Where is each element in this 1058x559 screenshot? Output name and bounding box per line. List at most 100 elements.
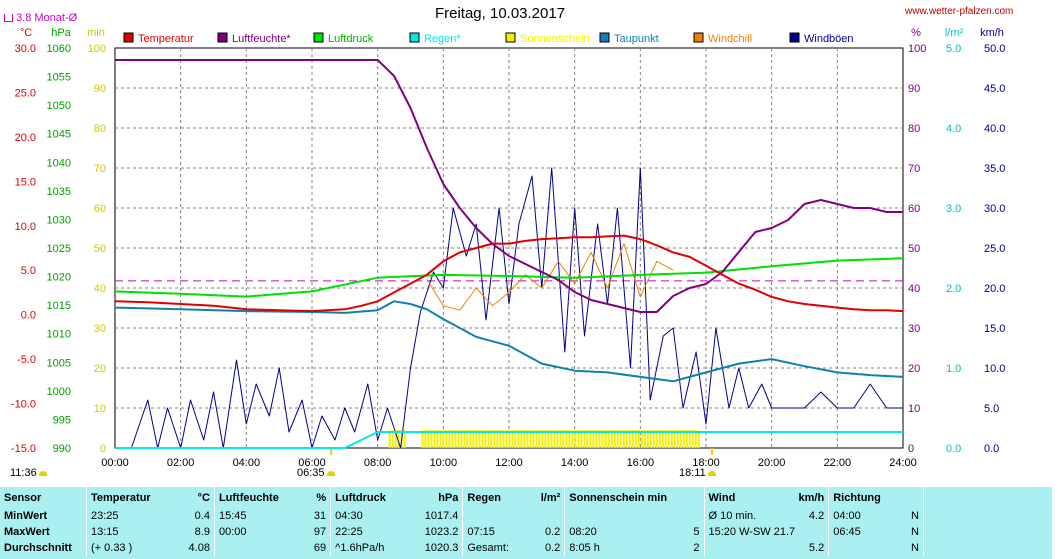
sunshine-bar <box>460 430 463 448</box>
axis-unit-temp: °C <box>20 27 32 39</box>
y-tick-label-temp: 0.0 <box>21 310 36 322</box>
legend-label: Windchill <box>708 33 752 45</box>
temp-value: 8.9 <box>194 526 210 538</box>
y-tick-label-temp: 25.0 <box>15 87 36 99</box>
site-link[interactable]: www.wetter-pfalzen.com <box>905 6 1014 17</box>
sunshine-bar <box>610 430 613 448</box>
y-tick-label-wind: 35.0 <box>984 163 1005 175</box>
hdr-rain: Regen <box>462 487 529 508</box>
y-tick-label-rain: 0.0 <box>946 443 961 455</box>
rain-value: 0.2 <box>544 542 561 554</box>
hdr-hum: Luftfeuchte <box>213 487 304 508</box>
wind-value: 5.2 <box>808 542 825 554</box>
hdr-rain-unit: l/m² <box>540 491 561 504</box>
y-tick-label-wind: 10.0 <box>984 363 1005 375</box>
sunshine-bar <box>391 430 394 448</box>
sunshine-bar <box>430 430 433 448</box>
blank-cell <box>923 508 1052 524</box>
y-tick-label-pressure: 1030 <box>47 214 71 226</box>
y-tick-label-wind: 25.0 <box>984 243 1005 255</box>
y-tick-label-minutes: 10 <box>94 403 106 415</box>
sunshine-bar <box>514 430 517 448</box>
sunshine-bar <box>688 430 691 448</box>
y-tick-label-rain: 3.0 <box>946 203 961 215</box>
series-line-regen <box>115 431 903 449</box>
sunshine-bar <box>523 430 526 448</box>
legend-label: Regen* <box>424 33 461 45</box>
y-tick-label-pressure: 995 <box>53 414 71 426</box>
temp-time: (+ 0.33 ) <box>86 540 176 556</box>
sun-time: 08:20 <box>564 524 667 540</box>
sunshine-bar <box>667 430 670 448</box>
dir-value: N <box>911 510 919 522</box>
sunshine-bar <box>589 430 592 448</box>
dir-time: 04:00 <box>828 508 902 524</box>
sunshine-bar <box>601 430 604 448</box>
sunshine-bar <box>457 430 460 448</box>
sunshine-bar <box>661 430 664 448</box>
sunshine-bar <box>403 430 406 448</box>
sunshine-bar <box>466 430 469 448</box>
sunshine-bar <box>619 430 622 448</box>
axis-unit-minutes: min <box>87 27 105 39</box>
sunshine-bar <box>451 430 454 448</box>
y-tick-label-humidity: 80 <box>908 123 920 135</box>
plot-grid <box>115 48 903 448</box>
hdr-temp: Temperatur <box>86 487 176 508</box>
sunset-label: 18:11 <box>679 467 716 479</box>
x-tick-label: 24:00 <box>889 457 917 469</box>
hum-value: 31 <box>313 510 327 522</box>
sunshine-bar <box>676 430 679 448</box>
sunshine-bar <box>592 430 595 448</box>
sunshine-bar <box>625 430 628 448</box>
legend-swatch <box>217 32 228 43</box>
y-tick-label-rain: 5.0 <box>946 43 961 55</box>
sunshine-bar <box>682 430 685 448</box>
sunshine-bar <box>628 430 631 448</box>
y-tick-label-temp: -5.0 <box>17 354 36 366</box>
sunrise-label: 06:35 <box>297 467 335 479</box>
press-time: 22:25 <box>330 524 408 540</box>
hum-time: 00:00 <box>213 524 304 540</box>
sunshine-bar <box>613 430 616 448</box>
sunshine-bar <box>643 430 646 448</box>
y-tick-label-minutes: 100 <box>88 43 106 55</box>
y-tick-label-pressure: 1005 <box>47 357 71 369</box>
wind-time: 15:20 W-SW 21.7 <box>703 524 829 540</box>
sunshine-bar <box>448 430 451 448</box>
sunshine-bar <box>616 430 619 448</box>
y-tick-label-humidity: 60 <box>908 203 920 215</box>
x-tick-label: 10:00 <box>430 457 458 469</box>
sunshine-bar <box>640 430 643 448</box>
press-value: 1023.2 <box>424 526 459 538</box>
legend-label: Sonnenschein <box>520 33 590 45</box>
dir-time: 06:45 <box>828 524 902 540</box>
y-tick-label-humidity: 50 <box>908 243 920 255</box>
y-tick-label-pressure: 1055 <box>47 72 71 84</box>
x-tick-label: 22:00 <box>824 457 852 469</box>
y-tick-label-minutes: 20 <box>94 363 106 375</box>
stats-row-min: MinWert 23:25 0.4 15:45 31 04:30 1017.4 … <box>0 508 1052 524</box>
sunrise-time: 06:35 <box>297 467 325 479</box>
series-line-temperatur <box>114 234 904 313</box>
axis-unit-wind: km/h <box>980 27 1004 39</box>
legend-label: Taupunkt <box>614 33 659 45</box>
sunshine-bar <box>574 430 577 448</box>
sunshine-bar <box>442 430 445 448</box>
y-tick-label-pressure: 1045 <box>47 129 71 141</box>
sunshine-bar <box>568 430 571 448</box>
x-tick-label: 02:00 <box>167 457 195 469</box>
y-tick-label-pressure: 1000 <box>47 386 71 398</box>
sunshine-bar <box>598 430 601 448</box>
sun-value: 5 <box>693 526 700 538</box>
y-tick-label-temp: 20.0 <box>15 132 36 144</box>
sunshine-bar <box>394 430 397 448</box>
sunshine-bar <box>577 430 580 448</box>
sunshine-bar <box>496 430 499 448</box>
wind-time: Ø 10 min. <box>703 508 782 524</box>
y-tick-label-pressure: 1035 <box>47 186 71 198</box>
chart-legend: Temperatur Luftfeuchte* Luftdruck Regen* Son… <box>123 32 854 45</box>
x-tick-label: 18:00 <box>692 457 720 469</box>
statistics-panel: Sensor Temperatur °C Luftfeuchte % Luftd… <box>0 487 1052 559</box>
sunshine-bar <box>397 430 400 448</box>
